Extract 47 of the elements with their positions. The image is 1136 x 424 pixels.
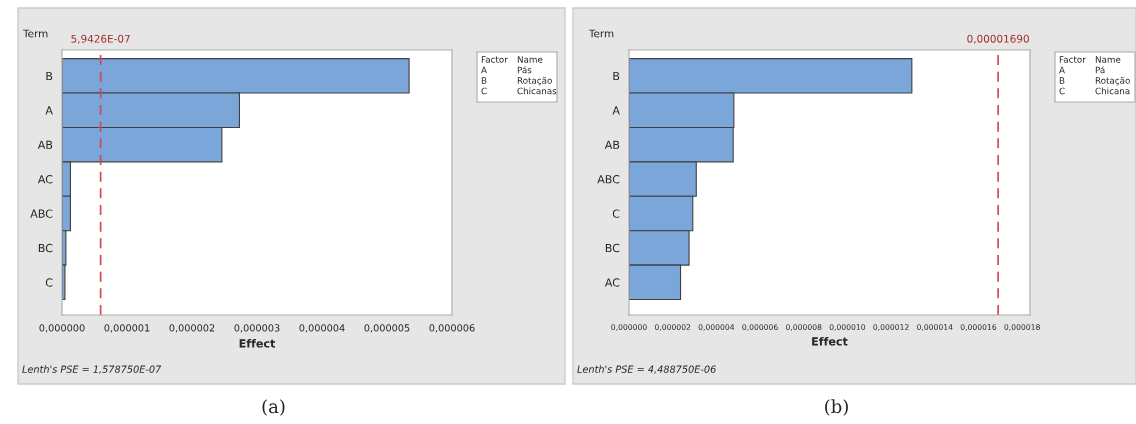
text: Pá [1095, 66, 1105, 74]
text: Name [1095, 56, 1121, 63]
x-axis-title: Effect [239, 338, 276, 348]
y-tick-label: ABC [30, 209, 53, 218]
x-tick-label: 0,000002 [169, 324, 215, 333]
text: C [1059, 87, 1065, 95]
y-tick-label: A [45, 106, 53, 115]
y-tick-label: AB [604, 140, 620, 149]
y-tick-label: AB [37, 140, 53, 149]
y-tick-label: AC [37, 175, 53, 184]
text: Pás [517, 66, 532, 74]
y-tick-label: AC [604, 278, 620, 287]
y-axis-title: Term [588, 29, 614, 38]
text: A [1059, 66, 1065, 74]
y-tick-label: BC [38, 243, 53, 253]
ref-line-label: 0,00001690 [967, 34, 1029, 44]
text: Chicanas [517, 87, 557, 95]
y-tick-label: C [45, 278, 53, 287]
x-tick-label: 0,000005 [364, 324, 410, 333]
y-tick-label: ABC [597, 175, 620, 184]
y-tick-label: C [612, 209, 620, 218]
x-axis-title: Effect [812, 336, 848, 346]
text: Name [517, 56, 543, 63]
y-tick-label: B [613, 71, 620, 81]
ref-line-label: 5,9426E-07 [71, 34, 130, 44]
y-tick-label: A [612, 106, 620, 115]
x-tick-label: 0,000006 [429, 324, 475, 333]
text: Lenth's PSE = 1,578750E-07 [22, 365, 162, 374]
text: Chicana [1095, 87, 1130, 95]
text: (a) [262, 399, 285, 416]
y-axis-title: Term [22, 29, 48, 38]
text: B [1059, 77, 1065, 84]
text: (b) [825, 399, 848, 416]
text: C [481, 87, 487, 95]
x-tick-label: 0,000003 [234, 324, 280, 333]
y-tick-label: B [46, 71, 53, 81]
text: Rotação [517, 76, 552, 86]
y-tick-label: BC [605, 243, 620, 253]
text: Rotação [1095, 76, 1130, 86]
x-tick-label: 0,000000 [39, 324, 85, 333]
x-tick-label: 0,000001 [104, 324, 150, 333]
text: Factor [1059, 56, 1086, 63]
text: A [481, 66, 487, 74]
text: Lenth's PSE = 4,488750E-06 [577, 365, 716, 374]
text: Factor [481, 56, 508, 63]
text: B [481, 77, 487, 84]
x-tick-label: 0,000004 [299, 324, 345, 333]
